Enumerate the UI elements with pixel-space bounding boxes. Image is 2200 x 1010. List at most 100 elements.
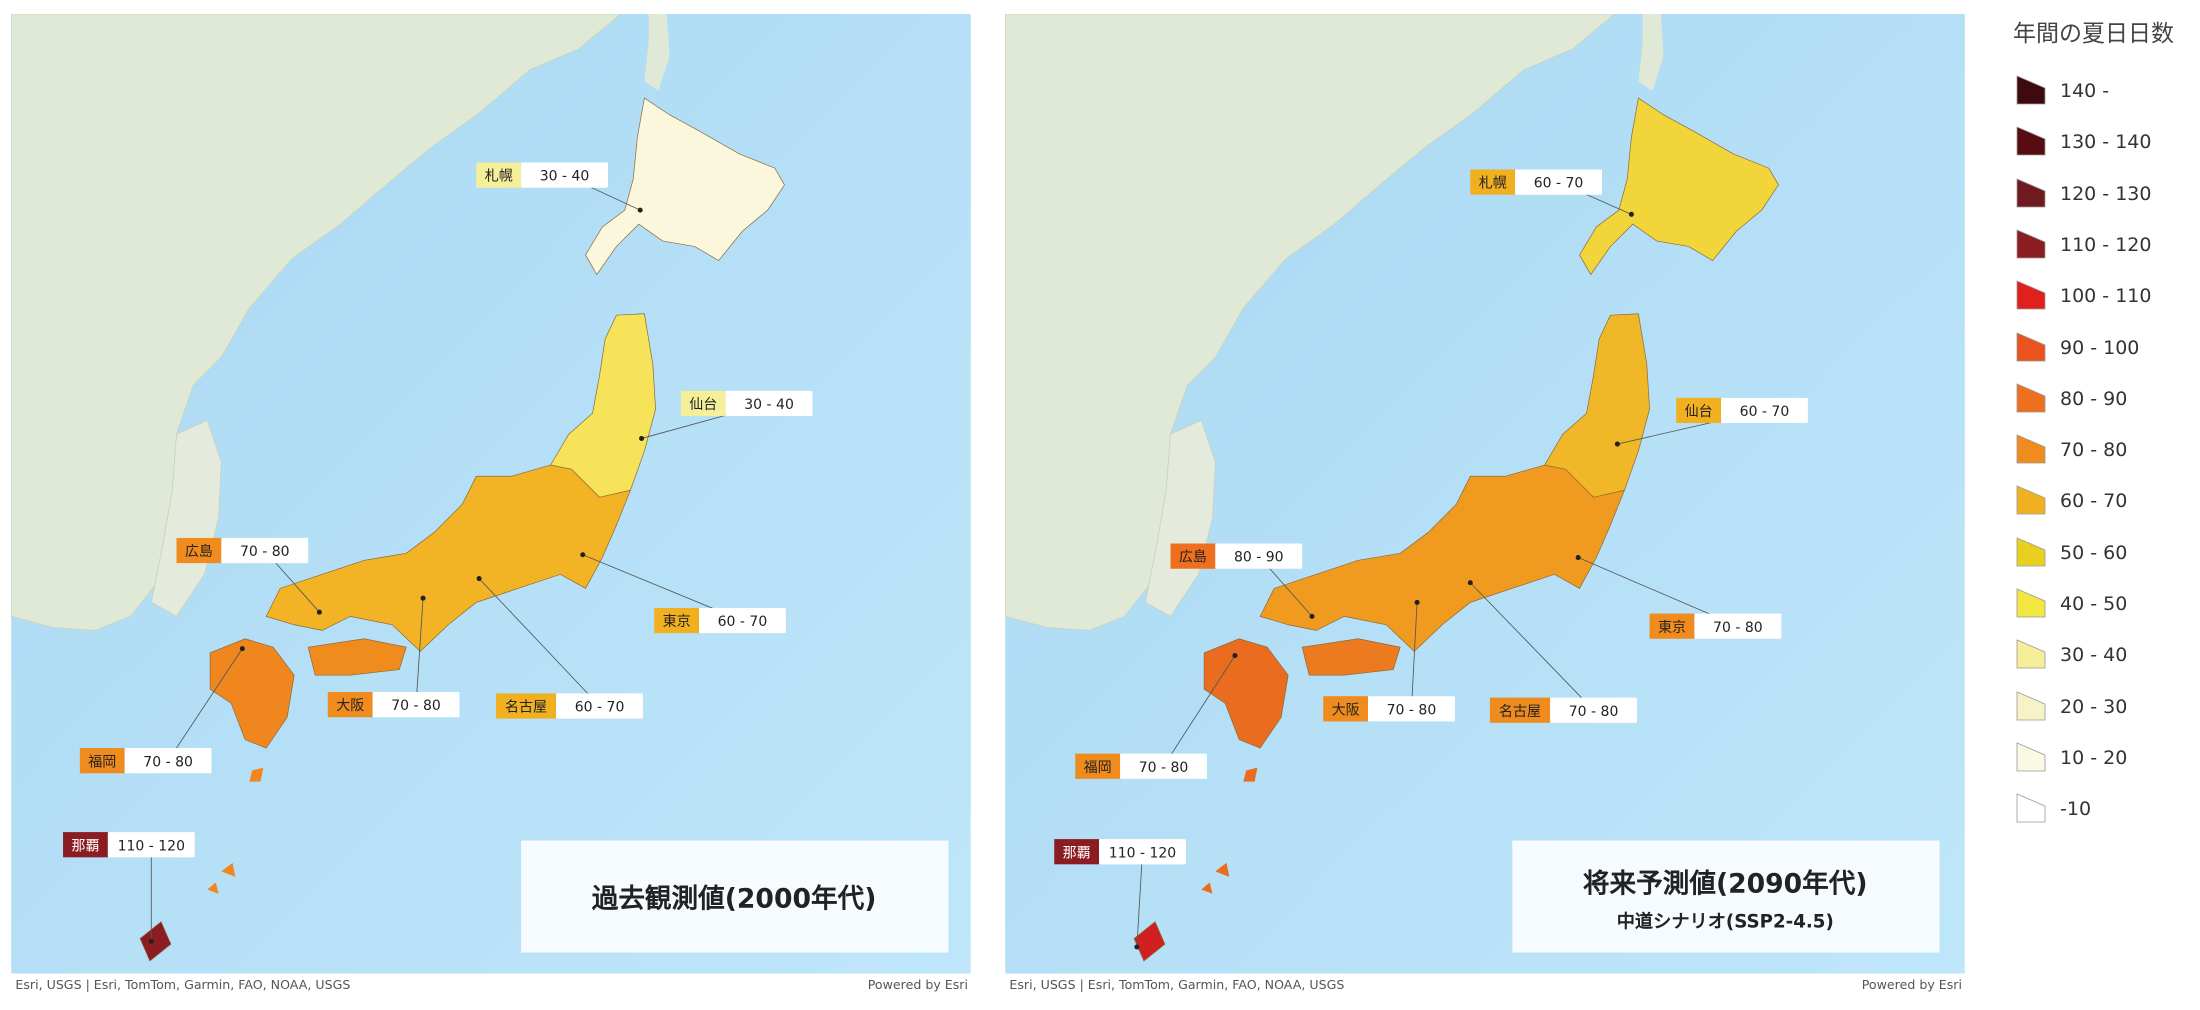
attribution-bar <box>11 973 971 996</box>
legend-swatch-shape <box>2016 537 2046 567</box>
region-honshu <box>265 464 631 652</box>
city-point <box>1232 653 1238 659</box>
legend-swatch-shape <box>2016 383 2046 413</box>
legend-swatch-shape <box>2016 177 2046 207</box>
leader-line <box>1469 582 1594 711</box>
legend-swatch-shape <box>2016 280 2046 310</box>
legend-swatch <box>2016 75 2046 105</box>
legend-swatch <box>2016 177 2046 207</box>
city-point <box>1614 441 1620 447</box>
credit: Powered by Esri <box>868 977 968 992</box>
city-name: 札幌 <box>485 169 513 185</box>
city-range: 80 - 90 <box>1234 550 1284 566</box>
legend-item: 20 - 30 <box>2010 690 2195 726</box>
leader-line <box>478 578 600 707</box>
city-name: 名古屋 <box>505 700 547 716</box>
region-hokkaido <box>1579 97 1779 276</box>
legend-swatch-shape <box>2016 75 2046 105</box>
city-value-box <box>372 692 460 718</box>
city-point <box>1628 211 1634 217</box>
city-tag <box>1075 753 1121 779</box>
city-range: 30 - 40 <box>744 397 794 413</box>
city-tag <box>1323 696 1369 722</box>
legend-swatch <box>2016 588 2046 618</box>
city-point <box>1134 944 1140 950</box>
city-name: 大阪 <box>1332 702 1360 718</box>
map-subtitle: 中道シナリオ(SSP2-4.5) <box>1617 910 1834 932</box>
city-range: 60 - 70 <box>718 614 768 630</box>
legend-item: 40 - 50 <box>2010 587 2195 623</box>
legend-swatch <box>2016 434 2046 464</box>
city-point <box>637 207 643 213</box>
sakhalin <box>1638 14 1664 92</box>
city-name: 大阪 <box>336 698 364 714</box>
legend-item: 60 - 70 <box>2010 484 2195 520</box>
islands <box>207 767 264 894</box>
continent <box>1004 13 1616 631</box>
legend-swatch <box>2016 793 2046 823</box>
city-tag <box>327 692 373 718</box>
city-range: 70 - 80 <box>1139 760 1189 776</box>
region-shikoku <box>307 638 407 676</box>
legend-item: 110 - 120 <box>2010 228 2195 264</box>
legend-swatch-shape <box>2016 793 2046 823</box>
city-value-box <box>1368 696 1455 722</box>
city-value-box <box>1099 839 1186 865</box>
legend: 年間の夏日日数 140 - 130 - 140 120 - 130 110 - 120… <box>2010 14 2200 894</box>
city-range: 70 - 80 <box>240 544 290 560</box>
city-name: 広島 <box>1179 550 1207 566</box>
attribution: Esri, USGS | Esri, TomTom, Garmin, FAO, … <box>1009 977 1344 992</box>
sakhalin <box>644 14 670 92</box>
legend-swatch <box>2016 690 2046 720</box>
credit: Powered by Esri <box>1862 977 1962 992</box>
city-point <box>476 576 482 582</box>
legend-swatch-shape <box>2016 229 2046 259</box>
city-tag <box>176 537 222 564</box>
legend-swatch-shape <box>2016 126 2046 156</box>
city-point <box>580 552 586 558</box>
city-value-box <box>1550 697 1637 723</box>
continent <box>10 13 622 631</box>
city-value-box <box>107 832 195 858</box>
city-range: 60 - 70 <box>1534 176 1584 192</box>
legend-label: 70 - 80 <box>2060 439 2128 462</box>
legend-label: 100 - 110 <box>2060 285 2152 308</box>
legend-swatch-shape <box>2016 588 2046 618</box>
city-range: 60 - 70 <box>1740 404 1790 420</box>
city-name: 広島 <box>185 544 213 560</box>
legend-swatch-shape <box>2016 742 2046 772</box>
city-tag <box>63 832 108 858</box>
map: 札幌 60 - 70 仙台 60 - 70 広島 80 - 90 東京 70 - 80 大阪 70… <box>1004 13 1965 996</box>
map-title: 将来予測値(2090年代) <box>1583 868 1868 899</box>
legend-swatch <box>2016 639 2046 669</box>
city-range: 60 - 70 <box>575 700 625 716</box>
city-value-box <box>1215 543 1303 569</box>
attribution-bar <box>1005 973 1965 996</box>
city-tag <box>1489 697 1551 723</box>
city-name: 東京 <box>663 614 691 630</box>
city-value-box <box>556 693 643 719</box>
city-tag <box>654 607 700 634</box>
title-box <box>521 840 949 953</box>
legend-swatch <box>2016 331 2046 361</box>
city-point <box>1414 599 1420 605</box>
legend-label: 140 - <box>2060 80 2110 102</box>
city-value-box <box>521 162 608 188</box>
city-tag <box>1054 839 1100 865</box>
city-point <box>639 435 645 441</box>
legend-label: 10 - 20 <box>2060 746 2128 769</box>
city-point <box>1575 555 1581 561</box>
map: 札幌 30 - 40 仙台 30 - 40 広島 70 - 80 東京 60 - 70 大阪 70… <box>10 13 971 996</box>
legend-swatch-shape <box>2016 485 2046 515</box>
city-tag <box>79 748 125 774</box>
city-name: 那覇 <box>71 838 99 854</box>
city-tag <box>1649 613 1695 639</box>
city-value-box <box>1721 397 1808 424</box>
city-range: 70 - 80 <box>1569 704 1619 720</box>
city-range: 30 - 40 <box>540 169 590 185</box>
legend-swatch <box>2016 229 2046 259</box>
city-range: 70 - 80 <box>391 698 441 714</box>
legend-swatch <box>2016 537 2046 567</box>
legend-swatch-shape <box>2016 331 2046 361</box>
